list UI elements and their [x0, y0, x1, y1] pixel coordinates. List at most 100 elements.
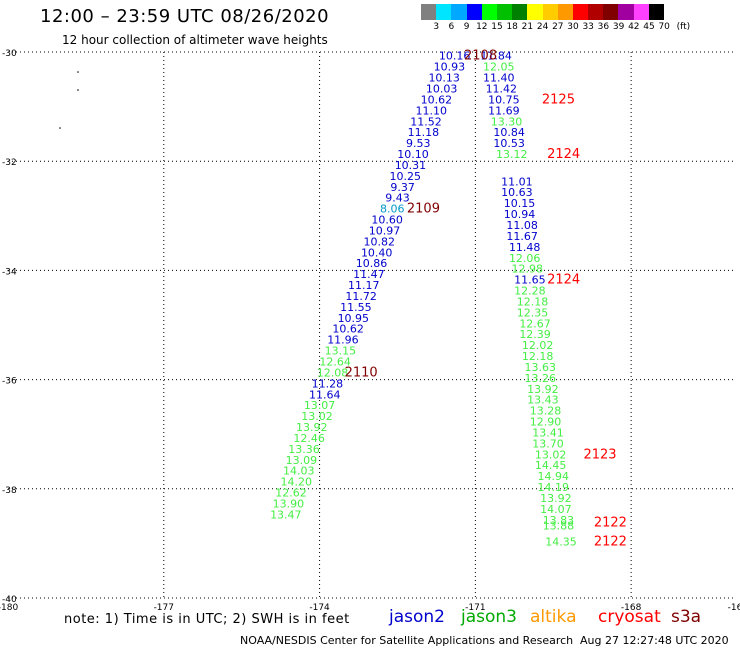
swh-value-label: 11.96: [327, 334, 359, 347]
colorbar: [421, 4, 664, 20]
legend-cryosat: cryosat: [598, 607, 661, 627]
swh-value-label: 12.39: [519, 328, 551, 341]
swh-value-label: 13.88: [543, 519, 575, 532]
swh-value-label: 13.26: [525, 372, 557, 385]
island-dot: [59, 127, 61, 129]
swh-value-label: 14.94: [538, 470, 570, 483]
swh-value-label: 11.52: [410, 115, 442, 128]
island-dot: [77, 71, 79, 73]
swh-value-label: 13.92: [527, 383, 559, 396]
colorbar-swatch: [527, 4, 543, 20]
swh-value-label: 12.05: [483, 61, 515, 74]
swh-value-label: 13.92: [540, 492, 572, 505]
swh-value-label: 10.84: [493, 126, 525, 139]
swh-value-label: 14.19: [538, 481, 570, 494]
colorbar-swatch: [542, 4, 558, 20]
x-tick-label: -177: [154, 603, 174, 613]
swh-value-label: 9.43: [385, 192, 410, 205]
y-tick-label: -34: [2, 267, 17, 277]
swh-value-label: 13.63: [525, 361, 557, 374]
y-tick-label: -38: [2, 486, 17, 496]
time-label: 2108: [464, 49, 497, 64]
colorbar-unit: (ft): [676, 22, 691, 32]
swh-value-label: 13.83: [543, 514, 575, 527]
swh-value-label: 14.35: [545, 536, 577, 549]
swh-value-label: 12.90: [530, 416, 562, 429]
footer-agency: NOAA/NESDIS Center for Satellite Applica…: [240, 634, 574, 647]
chart-title: 12:00 – 23:59 UTC 08/26/2020: [40, 6, 330, 27]
swh-value-label: 13.70: [532, 437, 564, 450]
island-dot: [77, 89, 79, 91]
colorbar-tick-label: 30: [567, 22, 579, 32]
swh-value-label: 11.47: [353, 268, 385, 281]
colorbar-tick-label: 27: [552, 22, 564, 32]
time-label: 2110: [345, 365, 378, 380]
swh-value-label: 11.10: [415, 104, 447, 117]
swh-value-label: 13.09: [286, 454, 318, 467]
colorbar-tick-label: 70: [658, 22, 670, 32]
swh-value-label: 10.15: [504, 197, 536, 210]
colorbar-swatch: [603, 4, 619, 20]
y-tick-label: -32: [2, 158, 17, 168]
swh-value-label: 14.03: [283, 465, 315, 478]
swh-value-label: 10.31: [395, 159, 427, 172]
y-tick-label: -30: [2, 49, 17, 59]
swh-value-label: 11.17: [348, 279, 380, 292]
x-tick-label: -174: [309, 603, 330, 613]
swh-value-label: 11.01: [501, 175, 533, 188]
swh-value-label: 10.25: [390, 170, 422, 183]
swh-value-label: 11.48: [509, 241, 541, 254]
swh-value-label: 11.64: [309, 388, 341, 401]
colorbar-tick-label: 24: [536, 22, 549, 32]
y-tick-label: -36: [2, 377, 17, 387]
swh-value-label: 14.07: [540, 503, 572, 516]
swh-value-label: 13.28: [530, 405, 562, 418]
swh-value-label: 11.67: [506, 230, 538, 243]
swh-value-label: 11.42: [486, 82, 518, 95]
colorbar-swatch: [557, 4, 573, 20]
time-label: 2124: [547, 273, 580, 288]
swh-value-label: 13.90: [273, 497, 305, 510]
swh-value-label: 12.28: [514, 285, 546, 298]
swh-value-label: 13.07: [304, 399, 336, 412]
swh-value-label: 11.69: [488, 104, 520, 117]
colorbar-swatch: [512, 4, 528, 20]
swh-value-label: 12.35: [517, 306, 549, 319]
swh-value-label: 10.60: [371, 214, 403, 227]
swh-value-label: 10.82: [364, 235, 396, 248]
swh-value-label: 10.62: [421, 93, 453, 106]
time-label: 2109: [407, 202, 440, 217]
swh-value-label: 10.93: [434, 61, 466, 74]
swh-value-label: 11.84: [480, 50, 512, 63]
colorbar-swatch: [451, 4, 467, 20]
legend-s3a: s3a: [671, 607, 702, 627]
colorbar-tick-label: 3: [433, 22, 440, 32]
swh-value-label: 8.06: [380, 203, 405, 216]
swh-value-label: 13.12: [496, 148, 528, 161]
swh-value-label: 12.18: [522, 350, 554, 363]
colorbar-tick-label: 42: [628, 22, 640, 32]
swh-value-label: 9.37: [390, 181, 415, 194]
colorbar-swatch: [466, 4, 482, 20]
x-tick-label: -168: [621, 603, 642, 613]
swh-value-label: 12.64: [319, 355, 351, 368]
swh-value-label: 11.28: [312, 377, 344, 390]
swh-value-label: 10.16: [439, 50, 471, 63]
swh-value-label: 14.45: [535, 459, 567, 472]
swh-value-label: 10.03: [426, 82, 458, 95]
colorbar-swatch: [588, 4, 604, 20]
swh-value-label: 12.67: [519, 317, 551, 330]
y-tick-label: -40: [2, 595, 17, 605]
swh-value-label: 12.06: [509, 252, 541, 265]
swh-value-label: 10.75: [488, 93, 520, 106]
x-tick-label: -16: [728, 603, 740, 613]
swh-value-label: 10.95: [338, 312, 370, 325]
swh-value-label: 13.02: [301, 410, 333, 423]
swh-value-label: 11.08: [506, 219, 538, 232]
colorbar-swatch: [421, 4, 437, 20]
legend-altika: altika: [530, 607, 577, 627]
swh-value-label: 13.92: [296, 421, 328, 434]
time-label: 2122: [594, 516, 627, 531]
swh-value-label: 11.65: [514, 274, 546, 287]
